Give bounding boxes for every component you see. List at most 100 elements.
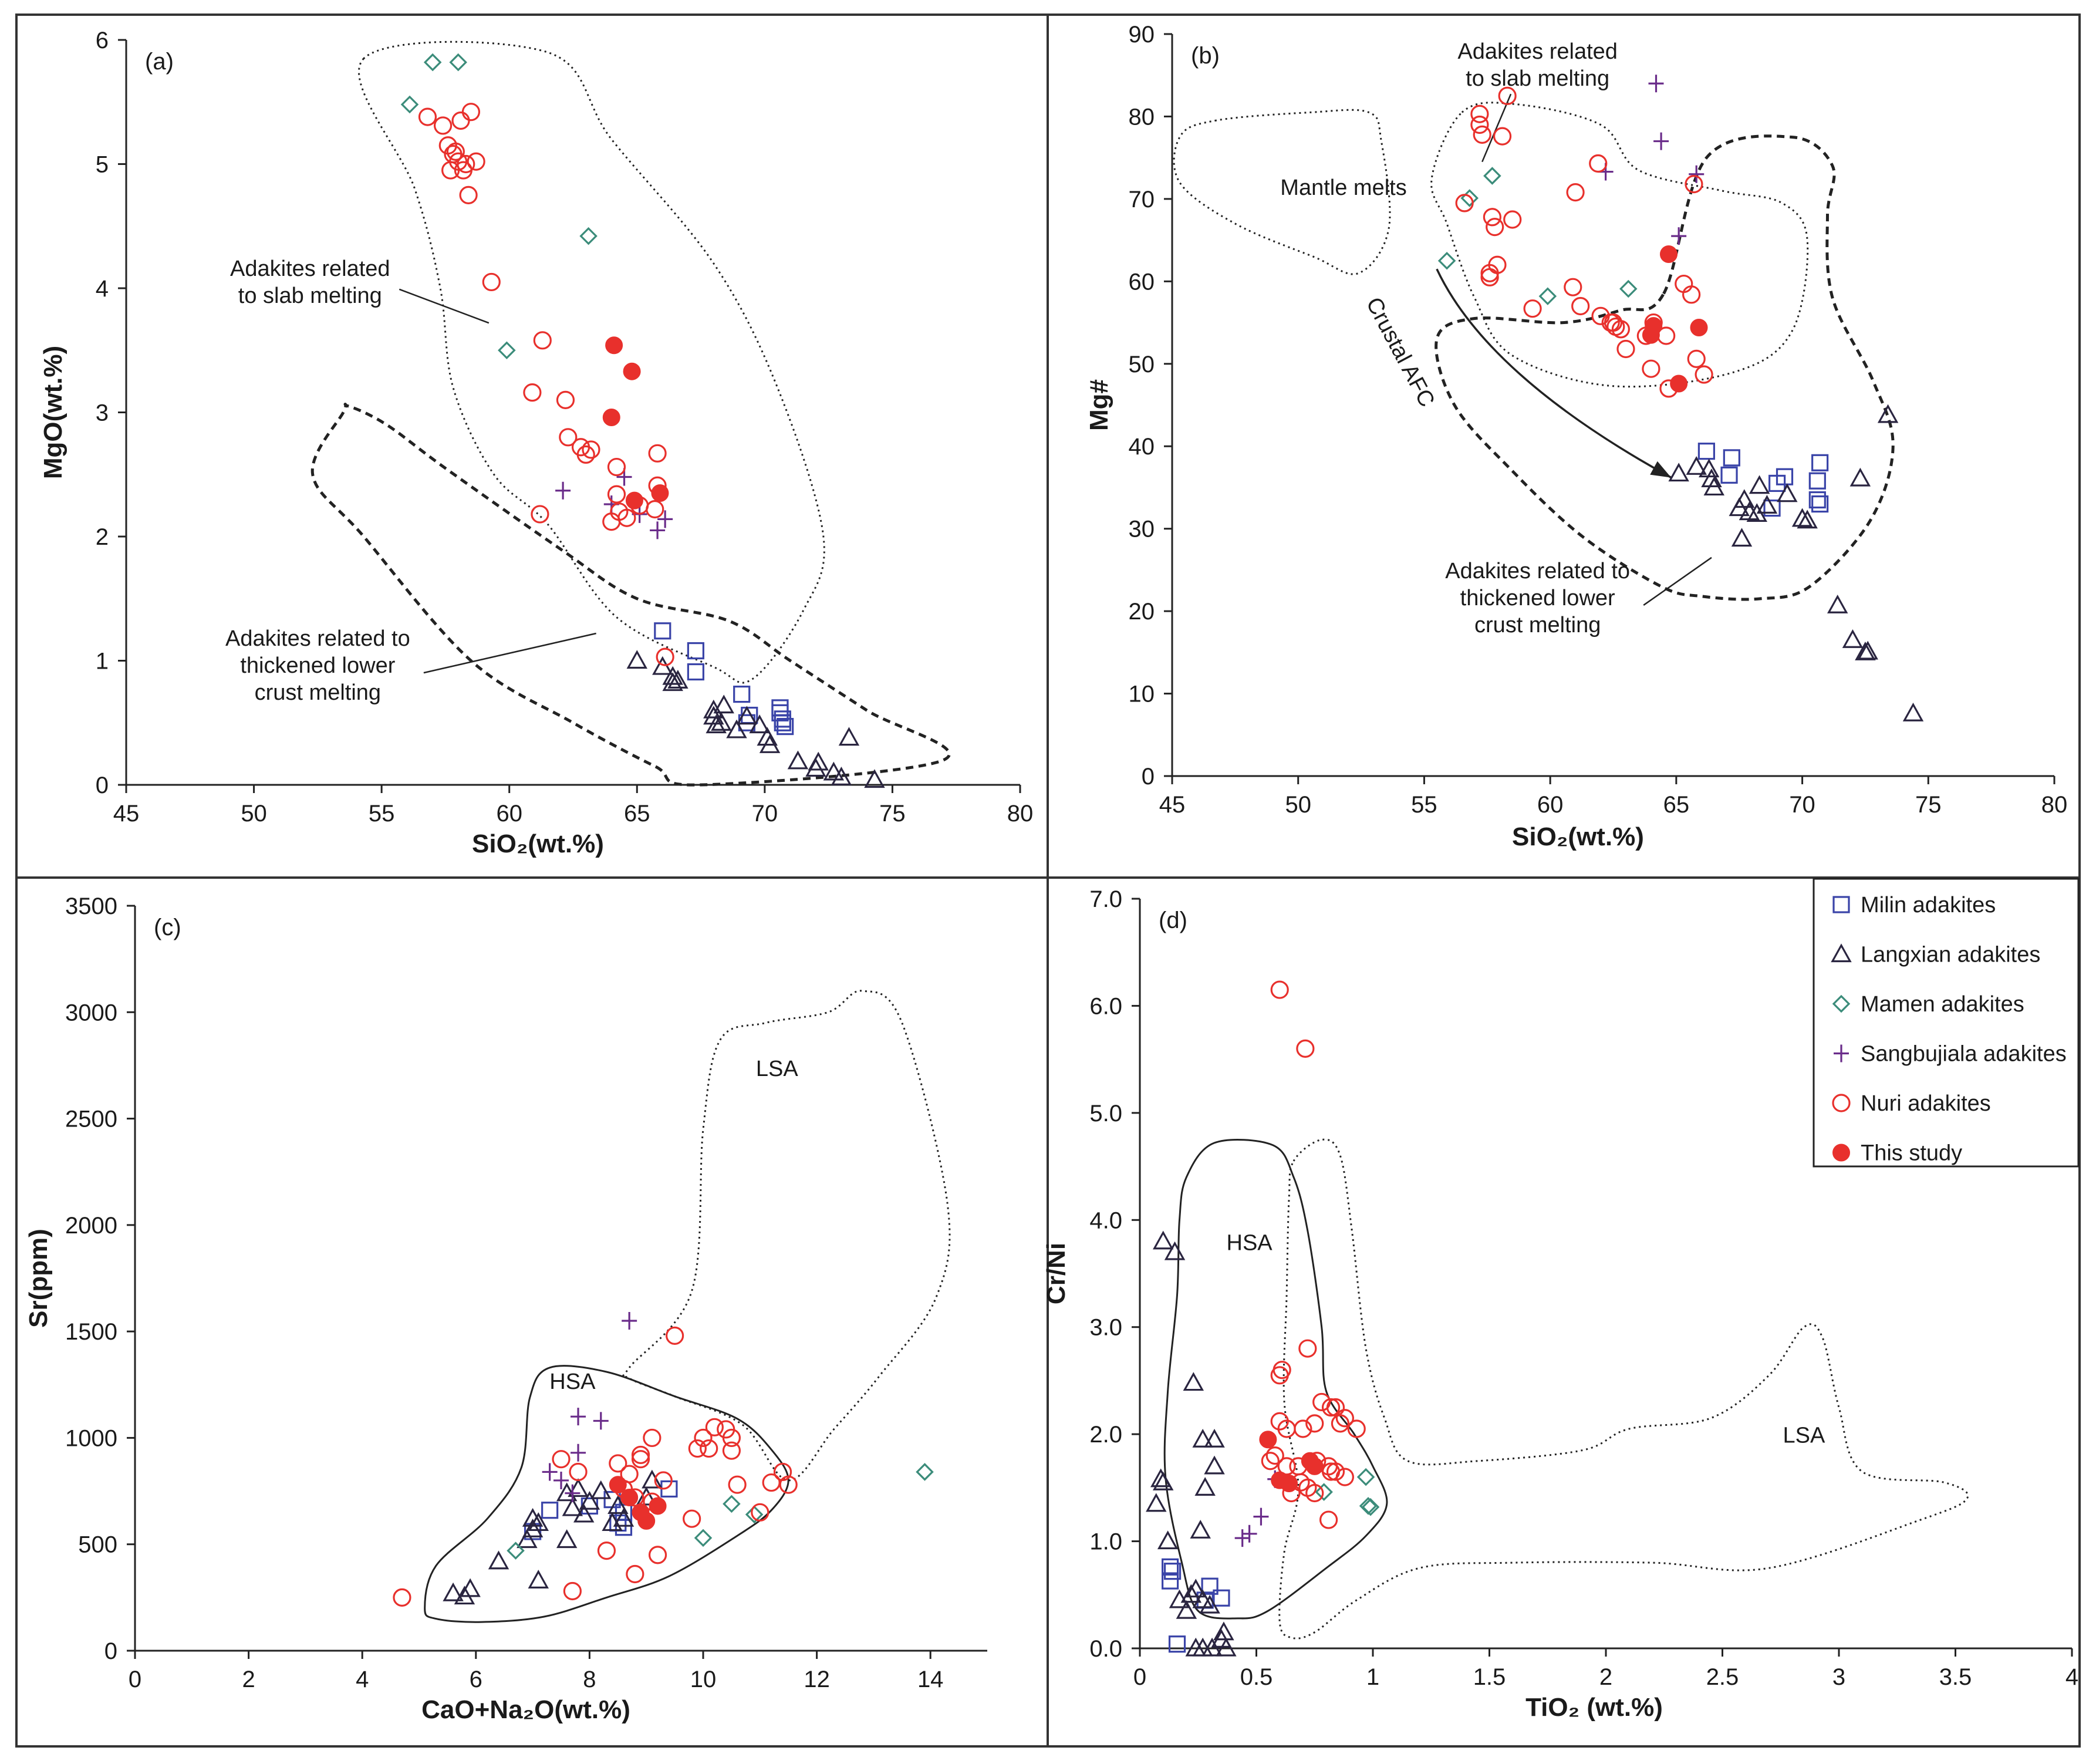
annotation-lsa: LSA (1783, 1424, 1825, 1448)
data-point (636, 1486, 657, 1506)
data-point (1493, 127, 1512, 146)
data-point (1326, 1462, 1345, 1481)
data-point (1670, 375, 1688, 393)
series-nuri-adakites (418, 103, 674, 666)
data-point (576, 445, 595, 464)
data-point (613, 1507, 634, 1527)
x-tick-label: 2 (242, 1667, 255, 1692)
data-point (694, 1428, 713, 1448)
data-point (620, 1488, 639, 1506)
data-point (1685, 175, 1703, 194)
x-tick-label: 65 (1663, 792, 1690, 818)
data-point (864, 769, 885, 788)
data-point (683, 1509, 701, 1528)
data-point (722, 1428, 741, 1448)
data-point (555, 481, 571, 500)
data-point (1204, 1455, 1225, 1475)
data-point (1571, 296, 1590, 316)
data-point (488, 1550, 509, 1570)
data-point (1811, 495, 1829, 513)
data-point (553, 1471, 569, 1489)
x-tick-label: 2.5 (1706, 1664, 1739, 1690)
data-point (568, 1478, 589, 1497)
data-point (1808, 491, 1826, 509)
data-point (1668, 463, 1689, 482)
data-point (1270, 980, 1289, 999)
y-tick-label: 70 (1129, 187, 1155, 213)
data-point (1503, 210, 1522, 229)
data-point (1498, 86, 1517, 105)
data-point (777, 717, 794, 736)
y-tick-label: 2000 (65, 1213, 117, 1239)
data-point (1480, 264, 1499, 282)
circle-icon (1832, 1094, 1851, 1112)
annotation-leader-line (1643, 556, 1712, 606)
data-point (1146, 1493, 1167, 1512)
data-point (1763, 499, 1781, 517)
x-tick-label: 75 (879, 801, 906, 827)
field-outline-hsa (1163, 1139, 1388, 1620)
y-tick-label: 0 (96, 773, 109, 798)
data-point (1701, 468, 1722, 487)
data-point (1703, 477, 1724, 496)
y-tick-label: 3 (96, 400, 109, 426)
series-nuri-adakites (393, 1326, 798, 1607)
data-point (622, 1312, 637, 1330)
data-point (541, 1502, 559, 1519)
data-point (1199, 1594, 1220, 1614)
data-point (1797, 510, 1818, 529)
series-sangbujiala-adakites (542, 1312, 637, 1502)
data-point (418, 107, 437, 126)
x-tick-label: 70 (752, 801, 778, 827)
data-point (722, 1441, 741, 1460)
x-tick-label: 60 (1537, 792, 1564, 818)
x-tick-label: 10 (690, 1667, 717, 1692)
data-point (831, 767, 852, 785)
data-point (694, 1529, 713, 1547)
series-nuri-adakites (1455, 86, 1713, 398)
data-point (749, 714, 770, 734)
x-tick-label: 75 (1915, 792, 1942, 818)
data-point (1687, 349, 1706, 368)
data-point (1808, 472, 1826, 490)
series-langxian-adakites (626, 650, 885, 788)
y-tick-label: 3500 (65, 893, 117, 919)
y-tick-label: 50 (1129, 352, 1155, 377)
field-outline-adakites-related-to-slab-melting (1430, 102, 1809, 388)
data-point (1164, 1241, 1186, 1260)
data-point (1213, 1621, 1234, 1641)
data-point (1827, 594, 1848, 613)
data-point (1811, 454, 1829, 471)
data-point (757, 727, 778, 746)
data-point (1280, 1475, 1298, 1493)
y-tick-label: 0.0 (1089, 1636, 1122, 1662)
annotation-hsa: HSA (549, 1370, 596, 1394)
data-point (441, 161, 460, 180)
x-tick-label: 4 (2065, 1664, 2078, 1690)
data-point (1201, 1637, 1223, 1657)
legend-label-nuri: Nuri adakites (1861, 1091, 1991, 1116)
data-point (498, 341, 516, 360)
data-point (579, 1490, 600, 1510)
legend-label-this_study: This study (1861, 1141, 1962, 1166)
y-tick-label: 5 (96, 152, 109, 178)
x-axis-title: CaO+Na₂O(wt.%) (421, 1695, 630, 1724)
y-tick-label: 2 (96, 524, 109, 550)
data-point (607, 485, 626, 504)
annotation-line: HSA (1227, 1230, 1273, 1255)
annotation-line: Mantle melts (1280, 176, 1406, 200)
annotation-line: thickened lower (1460, 586, 1615, 611)
data-point (773, 1462, 792, 1482)
data-point (723, 1495, 741, 1513)
field-outline-mantle-melts (1173, 109, 1391, 275)
data-point (1648, 75, 1664, 93)
data-point (1298, 1339, 1317, 1358)
y-tick-label: 3000 (65, 1000, 117, 1026)
y-tick-label: 0 (1142, 764, 1155, 790)
data-point (657, 510, 673, 528)
data-point (1176, 1600, 1197, 1619)
field-outline-adakites-related-to-thickened-lower-crust-melting (310, 403, 951, 787)
y-tick-label: 3.0 (1089, 1315, 1122, 1341)
y-axis-title: MgO(wt.%) (39, 346, 67, 479)
